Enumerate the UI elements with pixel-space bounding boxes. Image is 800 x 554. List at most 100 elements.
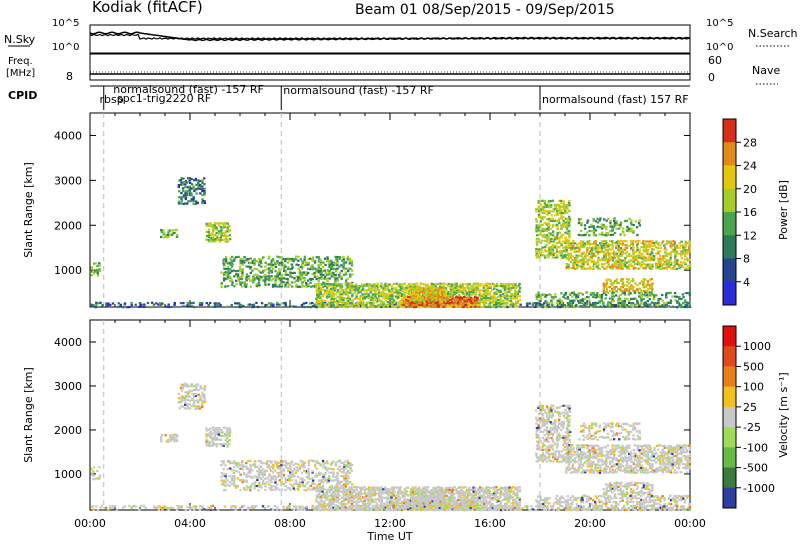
- echo-pixel: [652, 248, 656, 251]
- echo-pixel: [161, 508, 164, 512]
- echo-pixel: [649, 287, 652, 290]
- echo-pixel: [363, 284, 366, 287]
- echo-pixel: [684, 246, 687, 249]
- echo-pixel: [278, 279, 282, 282]
- echo-pixel: [560, 301, 564, 304]
- echo-pixel: [340, 485, 343, 488]
- echo-pixel: [598, 267, 601, 270]
- echo-pixel: [594, 229, 598, 232]
- echo-pixel: [334, 464, 337, 467]
- echo-pixel: [280, 471, 283, 474]
- echo-pixel: [642, 298, 645, 301]
- echo-pixel: [669, 244, 672, 248]
- echo-pixel: [556, 301, 559, 304]
- echo-pixel: [582, 262, 585, 266]
- echo-pixel: [247, 475, 250, 478]
- echo-pixel: [480, 306, 483, 309]
- echo-pixel: [226, 228, 229, 231]
- echo-pixel: [401, 285, 404, 288]
- echo-pixel: [681, 293, 685, 296]
- echo-pixel: [364, 292, 367, 296]
- echo-pixel: [388, 293, 392, 296]
- echo-pixel: [432, 304, 435, 307]
- echo-pixel: [598, 219, 601, 222]
- echo-pixel: [301, 460, 304, 463]
- echo-pixel: [163, 506, 166, 509]
- echo-pixel: [395, 282, 398, 285]
- echo-pixel: [222, 259, 225, 262]
- echo-pixel: [92, 478, 95, 481]
- echo-pixel: [499, 305, 503, 308]
- echo-pixel: [173, 436, 176, 439]
- echo-pixel: [413, 282, 416, 286]
- echo-pixel: [561, 206, 565, 209]
- echo-pixel: [280, 279, 283, 282]
- echo-pixel: [326, 305, 329, 308]
- echo-pixel: [482, 284, 485, 287]
- echo-pixel: [564, 248, 567, 251]
- echo-pixel: [336, 480, 339, 484]
- echo-pixel: [518, 295, 521, 298]
- echo-pixel: [665, 292, 668, 295]
- echo-pixel: [101, 305, 104, 308]
- echo-pixel: [625, 251, 629, 254]
- echo-pixel: [633, 267, 637, 270]
- echo-pixel: [315, 486, 318, 490]
- echo-pixel: [602, 292, 606, 295]
- echo-pixel: [211, 504, 215, 507]
- echo-pixel: [428, 289, 431, 292]
- echo-pixel: [215, 445, 219, 448]
- echo-pixel: [351, 293, 354, 296]
- echo-pixel: [90, 472, 94, 475]
- echo-pixel: [260, 258, 263, 261]
- echo-pixel: [222, 262, 225, 265]
- echo-pixel: [603, 263, 606, 266]
- echo-pixel: [574, 263, 577, 266]
- echo-pixel: [611, 508, 614, 511]
- echo-pixel: [319, 506, 323, 509]
- echo-pixel: [566, 302, 570, 305]
- echo-pixel: [669, 240, 672, 243]
- echo-pixel: [230, 279, 234, 282]
- echo-pixel: [567, 257, 570, 260]
- echo-pixel: [239, 479, 242, 482]
- echo-pixel: [588, 229, 591, 232]
- echo-pixel: [580, 222, 583, 225]
- echo-pixel: [498, 290, 501, 294]
- echo-pixel: [199, 397, 202, 400]
- echo-pixel: [170, 305, 173, 309]
- echo-pixel: [566, 222, 570, 225]
- echo-pixel: [239, 281, 242, 284]
- echo-pixel: [591, 252, 594, 255]
- echo-pixel: [357, 287, 361, 290]
- echo-pixel: [581, 256, 585, 259]
- echo-pixel: [648, 246, 652, 249]
- echo-pixel: [571, 301, 574, 305]
- echo-pixel: [325, 303, 329, 306]
- echo-pixel: [392, 299, 396, 302]
- echo-pixel: [391, 305, 394, 308]
- echo-pixel: [560, 292, 563, 295]
- echo-pixel: [596, 265, 599, 268]
- echo-pixel: [278, 473, 281, 477]
- echo-pixel: [166, 438, 170, 441]
- echo-pixel: [594, 304, 597, 307]
- echo-pixel: [643, 244, 646, 247]
- echo-pixel: [296, 279, 300, 282]
- echo-pixel: [419, 302, 423, 305]
- echo-pixel: [684, 249, 687, 252]
- echo-pixel: [348, 494, 352, 497]
- echo-pixel: [439, 292, 442, 295]
- echo-pixel: [336, 256, 339, 259]
- echo-pixel: [95, 301, 98, 304]
- colorbar-cell: [723, 346, 736, 367]
- echo-pixel: [319, 267, 323, 270]
- echo-pixel: [90, 468, 93, 471]
- echo-pixel: [289, 473, 292, 476]
- echo-pixel: [533, 302, 537, 305]
- echo-pixel: [340, 295, 343, 298]
- echo-pixel: [292, 463, 295, 466]
- echo-pixel: [224, 285, 227, 288]
- echo-pixel: [303, 273, 306, 276]
- echo-pixel: [325, 289, 329, 292]
